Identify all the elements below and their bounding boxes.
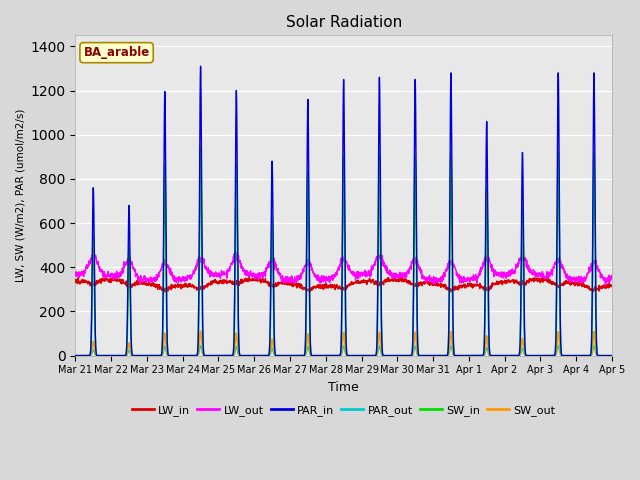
Y-axis label: LW, SW (W/m2), PAR (umol/m2/s): LW, SW (W/m2), PAR (umol/m2/s) [15, 109, 25, 282]
Legend: LW_in, LW_out, PAR_in, PAR_out, SW_in, SW_out: LW_in, LW_out, PAR_in, PAR_out, SW_in, S… [127, 401, 560, 420]
X-axis label: Time: Time [328, 381, 359, 394]
Text: BA_arable: BA_arable [83, 46, 150, 59]
Title: Solar Radiation: Solar Radiation [285, 15, 402, 30]
